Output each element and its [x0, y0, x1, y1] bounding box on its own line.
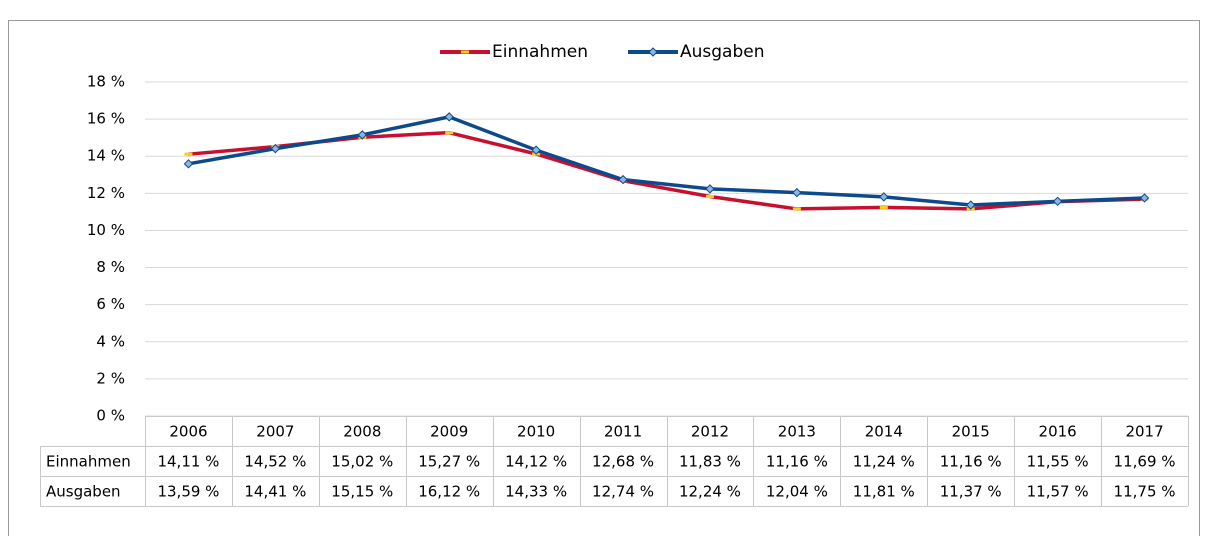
y-tick-label: 4 %	[96, 332, 125, 350]
table-value: 11,69 %	[1114, 453, 1176, 471]
table-value: 16,12 %	[418, 483, 480, 501]
point	[531, 145, 541, 155]
table-value: 11,75 %	[1114, 483, 1176, 501]
x-tick-label: 2013	[778, 423, 816, 441]
x-tick-label: 2010	[517, 423, 555, 441]
table-value: 15,02 %	[331, 453, 393, 471]
y-tick-label: 8 %	[96, 258, 125, 276]
legend-label: Ausgaben	[680, 42, 765, 62]
x-tick-label: 2015	[952, 423, 990, 441]
table-value: 11,24 %	[853, 453, 915, 471]
y-tick-label: 18 %	[87, 73, 125, 91]
point	[879, 192, 889, 202]
point	[792, 207, 801, 211]
point	[357, 130, 367, 140]
point	[184, 152, 193, 156]
point	[792, 187, 802, 198]
y-tick-label: 10 %	[87, 221, 125, 239]
x-tick-label: 2017	[1125, 423, 1163, 441]
y-tick-label: 12 %	[87, 184, 125, 202]
table-value: 14,52 %	[244, 453, 306, 471]
y-tick-label: 0 %	[96, 407, 125, 425]
table-value: 11,83 %	[679, 453, 741, 471]
table-value: 11,57 %	[1027, 483, 1089, 501]
point	[1139, 193, 1150, 203]
point	[445, 131, 454, 135]
table-row-label: Einnahmen	[46, 453, 131, 471]
x-tick-label: 2006	[169, 423, 207, 441]
x-tick-label: 2011	[604, 423, 642, 441]
table-value: 12,74 %	[592, 483, 654, 501]
y-tick-label: 6 %	[96, 295, 125, 313]
x-tick-label: 2008	[343, 423, 381, 441]
point	[1052, 196, 1063, 207]
table-value: 12,04 %	[766, 483, 828, 501]
legend-label: Einnahmen	[492, 42, 588, 62]
series-line	[188, 115, 1145, 207]
point	[444, 112, 454, 122]
y-tick-label: 16 %	[87, 110, 125, 128]
table-value: 14,12 %	[505, 453, 567, 471]
table-value: 15,27 %	[418, 453, 480, 471]
x-tick-label: 2007	[256, 423, 294, 441]
point	[966, 200, 976, 210]
x-tick-label: 2016	[1039, 423, 1077, 441]
table-value: 11,37 %	[940, 483, 1002, 501]
table-value: 14,41 %	[244, 483, 306, 501]
chart-frame	[8, 20, 1200, 536]
legend-marker	[648, 47, 658, 57]
table-value: 14,11 %	[157, 453, 219, 471]
legend-marker	[461, 50, 469, 54]
table-value: 11,16 %	[766, 453, 828, 471]
y-tick-label: 2 %	[96, 369, 125, 387]
table-value: 12,68 %	[592, 453, 654, 471]
point	[705, 194, 714, 198]
x-tick-label: 2014	[865, 423, 903, 441]
table-value: 13,59 %	[157, 483, 219, 501]
point	[879, 205, 888, 209]
x-tick-label: 2009	[430, 423, 468, 441]
point	[705, 184, 715, 194]
table-value: 12,24 %	[679, 483, 741, 501]
table-value: 11,55 %	[1027, 453, 1089, 471]
table-value: 11,81 %	[853, 483, 915, 501]
y-tick-label: 14 %	[87, 147, 125, 165]
table-value: 11,16 %	[940, 453, 1002, 471]
point	[270, 143, 281, 154]
point	[183, 159, 194, 169]
x-tick-label: 2012	[691, 423, 729, 441]
table-value: 14,33 %	[505, 483, 567, 501]
table-row-label: Ausgaben	[46, 483, 121, 501]
point	[618, 174, 628, 185]
table-value: 15,15 %	[331, 483, 393, 501]
